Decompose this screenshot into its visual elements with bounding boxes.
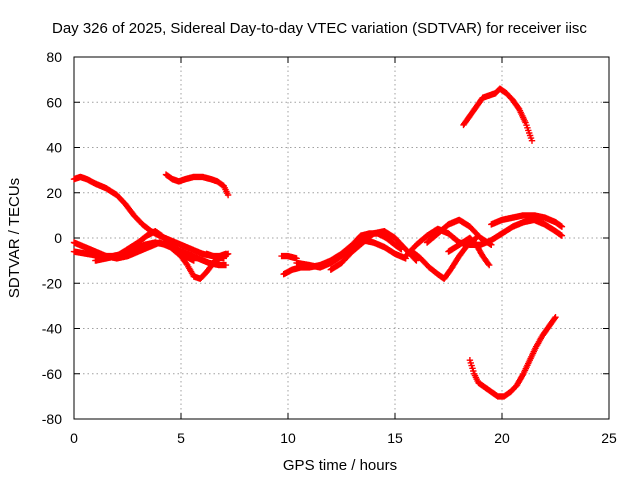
y-tick-label: 60 xyxy=(46,94,62,110)
y-axis-label: SDTVAR / TECUs xyxy=(6,178,23,298)
y-tick-label: 40 xyxy=(46,140,62,156)
grid xyxy=(74,57,609,419)
series-track-16 xyxy=(488,212,566,230)
data-points-track-17 xyxy=(460,85,536,144)
x-tick-label: 5 xyxy=(177,430,185,446)
data-points-track-5 xyxy=(92,228,197,264)
x-tick-label: 15 xyxy=(387,430,403,446)
series-track-7 xyxy=(278,252,300,262)
x-axis-label: GPS time / hours xyxy=(283,457,397,474)
data-marks xyxy=(70,85,566,400)
data-points-track-7 xyxy=(278,252,300,262)
axis-ticks: 0 5 10 15 20 25 -80 -60 -40 -20 0 20 40 60 80 xyxy=(42,49,617,446)
y-tick-label: 0 xyxy=(54,230,62,246)
data-points-track-6 xyxy=(203,250,230,260)
series-track-15 xyxy=(456,216,566,248)
y-tick-label: -40 xyxy=(42,321,62,337)
series-track-18 xyxy=(466,314,559,400)
y-tick-label: 20 xyxy=(46,185,62,201)
data-points-track-18 xyxy=(466,314,559,400)
series-track-6 xyxy=(203,250,230,260)
x-tick-label: 0 xyxy=(70,430,78,446)
y-tick-label: -80 xyxy=(42,411,62,427)
series-track-5 xyxy=(92,228,197,264)
data-points-track-2 xyxy=(162,171,232,199)
y-tick-label: -60 xyxy=(42,366,62,382)
data-points-track-16 xyxy=(488,212,566,230)
series-track-2 xyxy=(162,171,232,199)
series-track-17 xyxy=(460,85,536,144)
y-tick-label: -20 xyxy=(42,275,62,291)
data-points-track-15 xyxy=(456,216,566,248)
x-tick-label: 10 xyxy=(280,430,296,446)
chart-title: Day 326 of 2025, Sidereal Day-to-day VTE… xyxy=(52,20,587,37)
y-tick-label: 80 xyxy=(46,49,62,65)
x-tick-label: 20 xyxy=(494,430,510,446)
series-track-9 xyxy=(293,237,409,271)
x-tick-label: 25 xyxy=(601,430,617,446)
data-points-track-9 xyxy=(293,237,409,271)
